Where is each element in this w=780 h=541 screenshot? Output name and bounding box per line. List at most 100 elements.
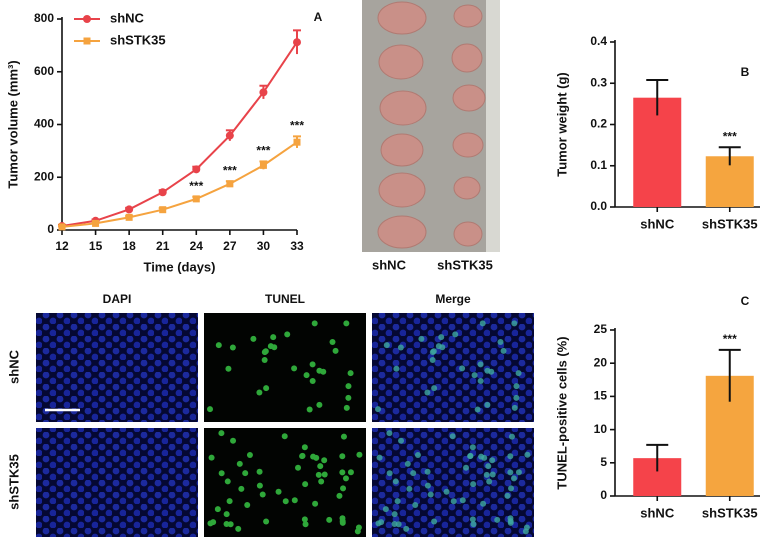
tunel-cell: [263, 385, 270, 392]
merge-cell: [382, 506, 389, 513]
x-tick-label: 12: [55, 239, 69, 253]
merge-cell: [412, 502, 419, 509]
merge-cell: [513, 383, 520, 390]
tunel-cell: [320, 368, 327, 375]
tunel-cell: [250, 335, 257, 342]
annotation: ***: [723, 129, 737, 143]
annotation: ***: [290, 119, 304, 133]
tunel-cell: [256, 389, 263, 396]
tumor: [378, 172, 426, 208]
merge-cell: [459, 365, 466, 372]
y-tick-label: 0: [600, 488, 607, 502]
tunel-cell: [347, 469, 354, 476]
tunel-cell: [282, 498, 289, 505]
tunel-cell: [339, 515, 346, 522]
tunel-cell: [230, 437, 237, 444]
merge-cell: [424, 482, 431, 489]
merge-cell: [522, 528, 529, 535]
merge-cell: [403, 525, 410, 532]
tunel-cell: [210, 519, 217, 526]
x-tick-label: 30: [257, 239, 271, 253]
tunel-cell: [284, 331, 291, 338]
photo-label: shNC: [372, 257, 407, 272]
merge-cell: [406, 485, 413, 492]
tunel-cell: [223, 511, 230, 518]
tunel-cell: [263, 518, 270, 525]
tumor: [377, 215, 427, 249]
tunel-cell: [218, 430, 225, 437]
merge-cell: [483, 471, 490, 478]
y-tick-label: 0.0: [590, 199, 607, 213]
tunel-cell: [270, 334, 277, 341]
merge-cell: [431, 385, 438, 392]
x-axis-label: Time (days): [143, 259, 215, 274]
tunel-cell: [295, 464, 302, 471]
tunel-cell: [345, 383, 352, 390]
column-label: Merge: [435, 292, 471, 306]
tunel-cell: [321, 457, 328, 464]
tunel-cell: [311, 320, 318, 327]
tunel-cell: [244, 502, 251, 509]
merge-cell: [508, 485, 515, 492]
tunel-cell: [321, 471, 328, 478]
tunel-cell: [261, 349, 268, 356]
merge-cell: [500, 347, 507, 354]
tunel-cell: [318, 478, 325, 485]
tunel-cell: [343, 404, 350, 411]
merge-cell: [410, 470, 417, 477]
tunel-cell: [329, 338, 336, 345]
merge-cell: [470, 481, 477, 488]
merge-cell: [511, 404, 518, 411]
ruler: [486, 0, 500, 252]
merge-cell: [424, 389, 431, 396]
x-tick-label: 24: [190, 239, 204, 253]
y-tick-label: 15: [594, 389, 608, 403]
merge-cell: [488, 368, 495, 375]
column-label: TUNEL: [265, 292, 305, 306]
merge-cell: [497, 338, 504, 345]
marker: [259, 88, 268, 97]
tumor: [452, 84, 486, 112]
tunel-cell: [332, 347, 339, 354]
tunel-cell: [246, 452, 253, 459]
x-tick-label: 27: [223, 239, 237, 253]
merge-cell: [438, 334, 445, 341]
y-tick-label: 10: [594, 422, 608, 436]
merge-cell: [376, 454, 383, 461]
merge-cell: [524, 451, 531, 458]
merge-cell: [427, 491, 434, 498]
legend-marker: [83, 37, 91, 45]
panel-label: B: [741, 65, 750, 79]
y-tick-label: 0.4: [590, 34, 607, 48]
merge-cell: [489, 471, 496, 478]
merge-cell: [515, 469, 522, 476]
tunel-cell: [229, 344, 236, 351]
tunel-cell: [303, 372, 310, 379]
merge-cell: [489, 457, 496, 464]
marker: [225, 131, 234, 140]
merge-cell: [375, 406, 382, 413]
tunel-cell: [306, 406, 313, 413]
merge-cell: [393, 365, 400, 372]
marker: [158, 188, 167, 197]
tumor: [380, 133, 424, 167]
merge-cell: [391, 520, 398, 527]
merge-cell: [467, 452, 474, 459]
y-tick-label: 0: [47, 222, 54, 236]
panel-label: C: [741, 294, 750, 308]
merge-cell: [507, 515, 514, 522]
y-axis-label: Tumor volume (mm³): [5, 60, 20, 188]
legend-label: shNC: [110, 10, 145, 25]
tunel-cell: [302, 481, 309, 488]
merge-cell: [398, 437, 405, 444]
merge-cell: [510, 475, 517, 482]
legend-label: shSTK35: [110, 32, 166, 47]
tunel-cell: [312, 500, 319, 507]
tunel-cell: [301, 444, 308, 451]
tunel-cell: [207, 406, 214, 413]
merge-cell: [397, 344, 404, 351]
x-tick-label: 21: [156, 239, 170, 253]
merge-cell: [511, 320, 518, 327]
annotation: ***: [256, 144, 270, 158]
